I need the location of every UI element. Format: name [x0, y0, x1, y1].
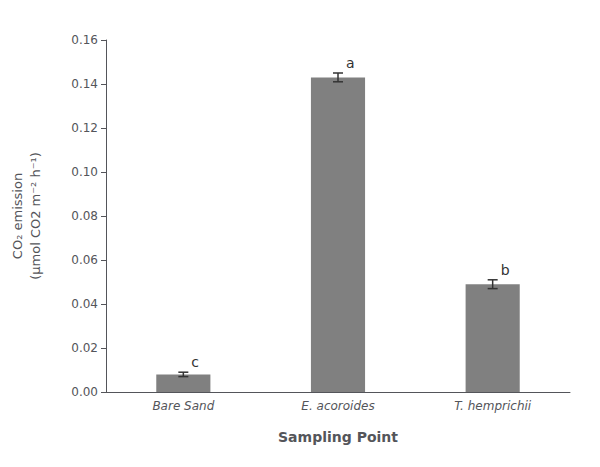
svg-text:0.10: 0.10	[71, 165, 98, 179]
svg-text:Sampling Point: Sampling Point	[278, 429, 398, 445]
svg-text:c: c	[191, 354, 199, 370]
svg-text:a: a	[346, 55, 355, 71]
svg-text:CO₂ emission: CO₂ emission	[10, 173, 25, 259]
svg-text:0.16: 0.16	[71, 33, 98, 47]
svg-text:Bare Sand: Bare Sand	[152, 399, 214, 413]
svg-text:0.06: 0.06	[71, 253, 98, 267]
svg-text:b: b	[501, 262, 510, 278]
svg-text:E. acoroides: E. acoroides	[301, 399, 374, 413]
svg-text:0.00: 0.00	[71, 385, 98, 399]
svg-text:0.02: 0.02	[71, 341, 98, 355]
svg-text:0.14: 0.14	[71, 77, 98, 91]
svg-text:0.04: 0.04	[71, 297, 98, 311]
svg-text:0.12: 0.12	[71, 121, 98, 135]
svg-text:(μmol CO2 m⁻² h⁻¹): (μmol CO2 m⁻² h⁻¹)	[28, 152, 43, 280]
svg-text:T. hemprichii: T. hemprichii	[454, 399, 532, 413]
svg-text:0.08: 0.08	[71, 209, 98, 223]
